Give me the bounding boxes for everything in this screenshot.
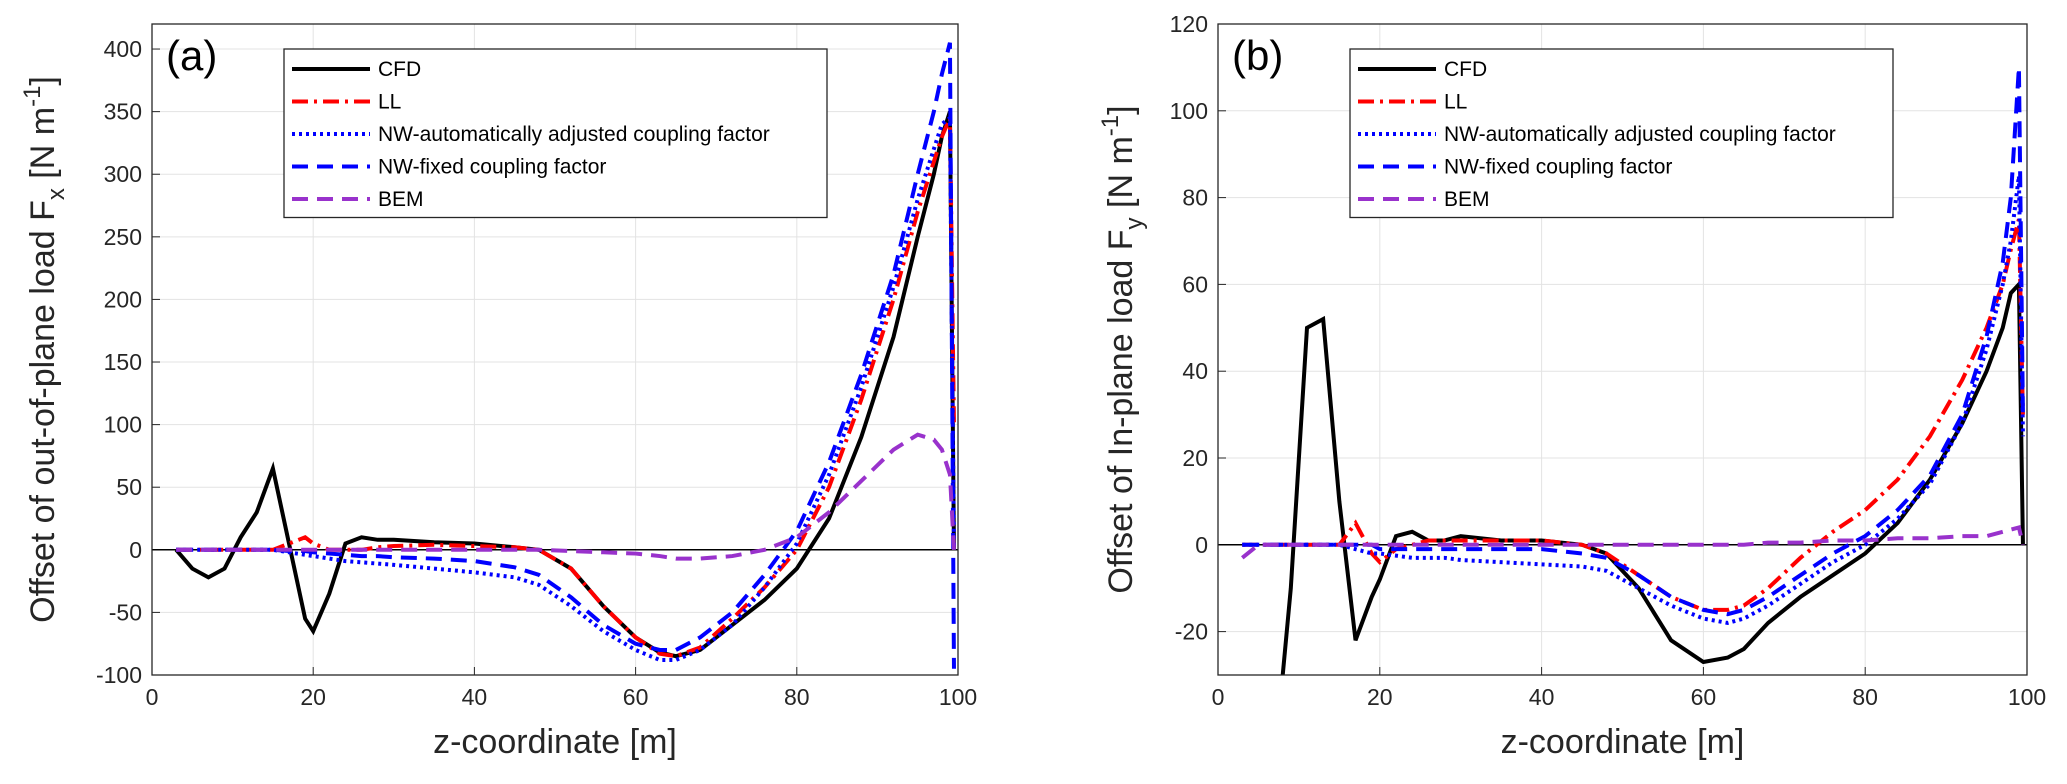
y-axis-label-text: Offset of out-of-plane load F	[24, 200, 62, 623]
axes-frame	[151, 23, 959, 676]
y-axis-label-close: ]	[24, 76, 62, 85]
y-axis-label-sup: -1	[1097, 115, 1124, 136]
y-axis-label-close: ]	[1102, 105, 1140, 114]
x-tick-label: 20	[1367, 684, 1393, 710]
x-tick-label: 40	[462, 684, 488, 710]
y-axis-label: Offset of out-of-plane load Fx [N m-1]	[19, 76, 70, 623]
legend-label: LL	[378, 91, 401, 114]
panel-label: (b)	[1232, 32, 1283, 79]
x-tick-label: 60	[1691, 684, 1717, 710]
legend: CFD LL NW-automatically adjusted coupling …	[283, 48, 828, 219]
legend-box	[1349, 48, 1894, 219]
legend: CFD LL NW-automatically adjusted coupling …	[1349, 48, 1894, 219]
y-axis-label: Offset of In-plane load Fy [N m-1]	[1097, 105, 1148, 593]
y-axis-label-unit: [N m	[24, 107, 62, 188]
legend-label: LL	[1444, 91, 1467, 114]
y-tick-label: -20	[1175, 619, 1208, 645]
y-tick-label: -50	[109, 599, 142, 625]
x-axis-label: z-coordinate [m]	[1501, 723, 1745, 761]
x-tick-label: 80	[1852, 684, 1878, 710]
x-tick-label: 0	[146, 684, 159, 710]
series-line	[1242, 67, 2025, 617]
y-tick-label: 120	[1170, 11, 1208, 37]
y-tick-label: 20	[1182, 445, 1208, 471]
y-tick-label: 300	[104, 161, 142, 187]
series-line	[176, 113, 956, 662]
y-axis-label-text: Offset of In-plane load F	[1102, 229, 1140, 593]
series-line	[1242, 175, 2025, 625]
series-line	[1280, 279, 2025, 675]
x-tick-label: 80	[784, 684, 810, 710]
series-line	[1242, 218, 2025, 612]
legend-label: NW-automatically adjusted coupling facto…	[378, 123, 770, 146]
x-tick-label: 100	[2008, 684, 2046, 710]
x-tick-label: 40	[1529, 684, 1555, 710]
x-tick-label: 100	[939, 684, 977, 710]
y-tick-label: 0	[1195, 532, 1208, 558]
legend-label: NW-automatically adjusted coupling facto…	[1444, 123, 1836, 146]
y-tick-label: 200	[104, 286, 142, 312]
y-tick-label: -100	[96, 662, 142, 688]
y-tick-label: 250	[104, 224, 142, 250]
series-line	[1241, 524, 2025, 560]
series-line	[176, 42, 956, 669]
legend-label: NW-fixed coupling factor	[378, 156, 606, 179]
y-axis-label-sub: y	[1121, 217, 1148, 229]
panel: 0 20 40 60 80 100 -100 -50 0 50 100 150 200 250 300 350…	[19, 23, 977, 761]
y-tick-label: 60	[1182, 271, 1208, 297]
y-tick-label: 150	[104, 349, 142, 375]
y-tick-label: 0	[129, 537, 142, 563]
legend-label: CFD	[378, 58, 421, 81]
legend-label: CFD	[1444, 58, 1487, 81]
legend-label: BEM	[1444, 188, 1490, 211]
y-tick-label: 40	[1182, 358, 1208, 384]
panel: 0 20 40 60 80 100 -20 0 20 40 60 80 100 120 (b) CFD LL NW…	[1097, 11, 2046, 761]
y-axis-label-sup: -1	[19, 86, 46, 107]
legend-label: BEM	[378, 188, 424, 211]
legend-label: NW-fixed coupling factor	[1444, 156, 1672, 179]
x-axis-label: z-coordinate [m]	[433, 723, 677, 761]
x-tick-label: 0	[1212, 684, 1225, 710]
panel-label: (a)	[166, 32, 217, 79]
x-tick-label: 20	[300, 684, 326, 710]
y-axis-label-unit: [N m	[1102, 136, 1140, 217]
y-tick-label: 350	[104, 99, 142, 125]
y-tick-label: 400	[104, 36, 142, 62]
x-tick-label: 60	[623, 684, 649, 710]
y-axis-label-sub: x	[43, 188, 70, 200]
axes-frame	[1217, 23, 2028, 676]
legend-box	[283, 48, 828, 219]
y-tick-label: 100	[104, 412, 142, 438]
y-tick-label: 80	[1182, 185, 1208, 211]
series-line	[176, 432, 956, 561]
y-tick-label: 100	[1170, 98, 1208, 124]
y-tick-label: 50	[116, 474, 142, 500]
